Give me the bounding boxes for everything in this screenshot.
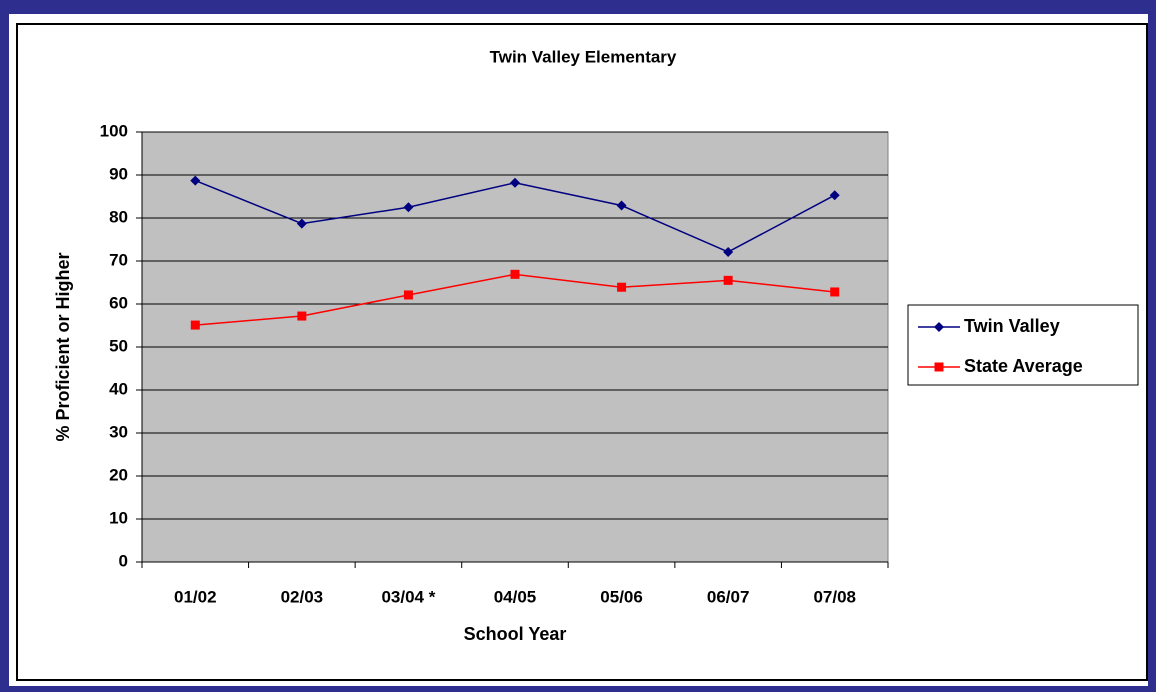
y-tick-label: 10 — [109, 508, 128, 527]
y-tick-label: 80 — [109, 207, 128, 226]
x-axis-label: School Year — [464, 624, 567, 644]
marker — [616, 200, 627, 211]
chart-border — [16, 23, 1148, 681]
y-tick-label: 0 — [119, 551, 128, 570]
marker — [190, 320, 200, 330]
legend-label: Twin Valley — [964, 316, 1060, 336]
marker — [617, 282, 627, 292]
x-tick-label: 06/07 — [707, 587, 750, 606]
marker — [510, 269, 520, 279]
chart-title: Twin Valley Elementary — [490, 47, 677, 66]
marker — [297, 311, 307, 321]
y-tick-label: 40 — [109, 379, 128, 398]
marker — [403, 290, 413, 300]
y-tick-label: 60 — [109, 293, 128, 312]
legend-label: State Average — [964, 356, 1083, 376]
marker — [723, 246, 734, 257]
marker — [830, 287, 840, 297]
y-tick-label: 70 — [109, 250, 128, 269]
marker — [829, 190, 840, 201]
marker — [190, 175, 201, 186]
y-axis-label: % Proficient or Higher — [53, 252, 73, 441]
x-tick-label: 07/08 — [813, 587, 856, 606]
y-tick-label: 20 — [109, 465, 128, 484]
x-tick-label: 05/06 — [600, 587, 643, 606]
x-tick-label: 03/04 * — [381, 587, 435, 606]
marker — [403, 202, 414, 213]
y-tick-label: 90 — [109, 164, 128, 183]
y-tick-label: 30 — [109, 422, 128, 441]
y-tick-label: 50 — [109, 336, 128, 355]
legend — [907, 304, 1139, 386]
marker — [510, 177, 520, 188]
x-tick-label: 02/03 — [281, 587, 324, 606]
x-tick-label: 01/02 — [174, 587, 217, 606]
marker — [723, 275, 733, 285]
marker — [296, 218, 307, 229]
x-tick-label: 04/05 — [494, 587, 537, 606]
marker — [934, 362, 944, 372]
marker — [934, 322, 944, 332]
y-tick-label: 100 — [100, 121, 128, 140]
